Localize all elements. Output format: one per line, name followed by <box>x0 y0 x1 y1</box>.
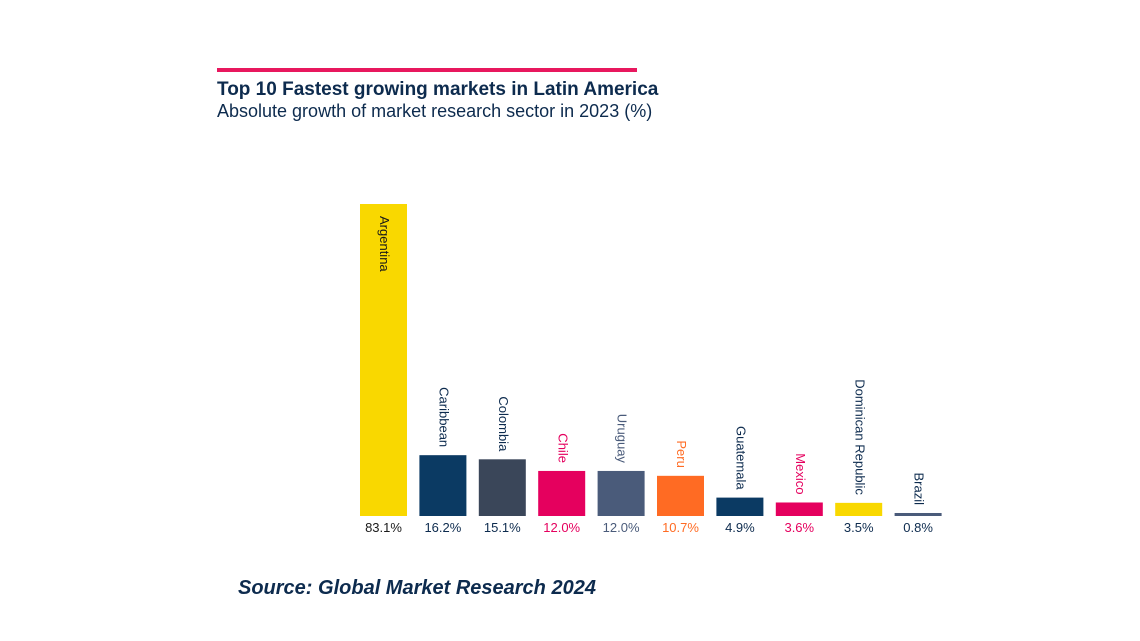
bar-colombia <box>478 459 526 516</box>
category-label-guatemala: Guatemala <box>733 426 748 490</box>
category-label-uruguay: Uruguay <box>615 414 630 464</box>
value-label-caribbean: 16.2% <box>424 520 461 535</box>
value-label-brazil: 0.8% <box>903 520 933 535</box>
title-accent-line <box>217 68 637 72</box>
category-label-colombia: Colombia <box>496 396 511 452</box>
bar-caribbean <box>419 455 467 516</box>
value-label-chile: 12.0% <box>543 520 580 535</box>
category-label-chile: Chile <box>555 433 570 463</box>
category-label-argentina: Argentina <box>377 216 392 272</box>
bar-peru <box>657 475 704 516</box>
chart-subtitle: Absolute growth of market research secto… <box>217 101 653 121</box>
source-note: Source: Global Market Research 2024 <box>238 577 596 599</box>
value-label-colombia: 15.1% <box>484 520 521 535</box>
category-label-caribbean: Caribbean <box>436 387 451 447</box>
bar-dominican-republic <box>835 502 883 516</box>
value-label-uruguay: 12.0% <box>603 520 640 535</box>
category-label-peru: Peru <box>674 440 689 467</box>
category-label-dominican-republic: Dominican Republic <box>852 379 867 495</box>
bar-guatemala <box>716 497 764 516</box>
value-label-argentina: 83.1% <box>365 520 402 535</box>
bar-brazil <box>894 512 942 516</box>
value-label-guatemala: 4.9% <box>725 520 755 535</box>
bar-mexico <box>775 502 823 516</box>
category-label-brazil: Brazil <box>912 472 927 505</box>
value-label-dominican-republic: 3.5% <box>844 520 874 535</box>
bar-argentina <box>360 204 407 516</box>
bar-uruguay <box>597 470 645 516</box>
value-label-peru: 10.7% <box>662 520 699 535</box>
chart-title: Top 10 Fastest growing markets in Latin … <box>217 79 659 100</box>
value-label-mexico: 3.6% <box>784 520 814 535</box>
category-label-mexico: Mexico <box>793 453 808 494</box>
bar-chile <box>538 470 586 516</box>
